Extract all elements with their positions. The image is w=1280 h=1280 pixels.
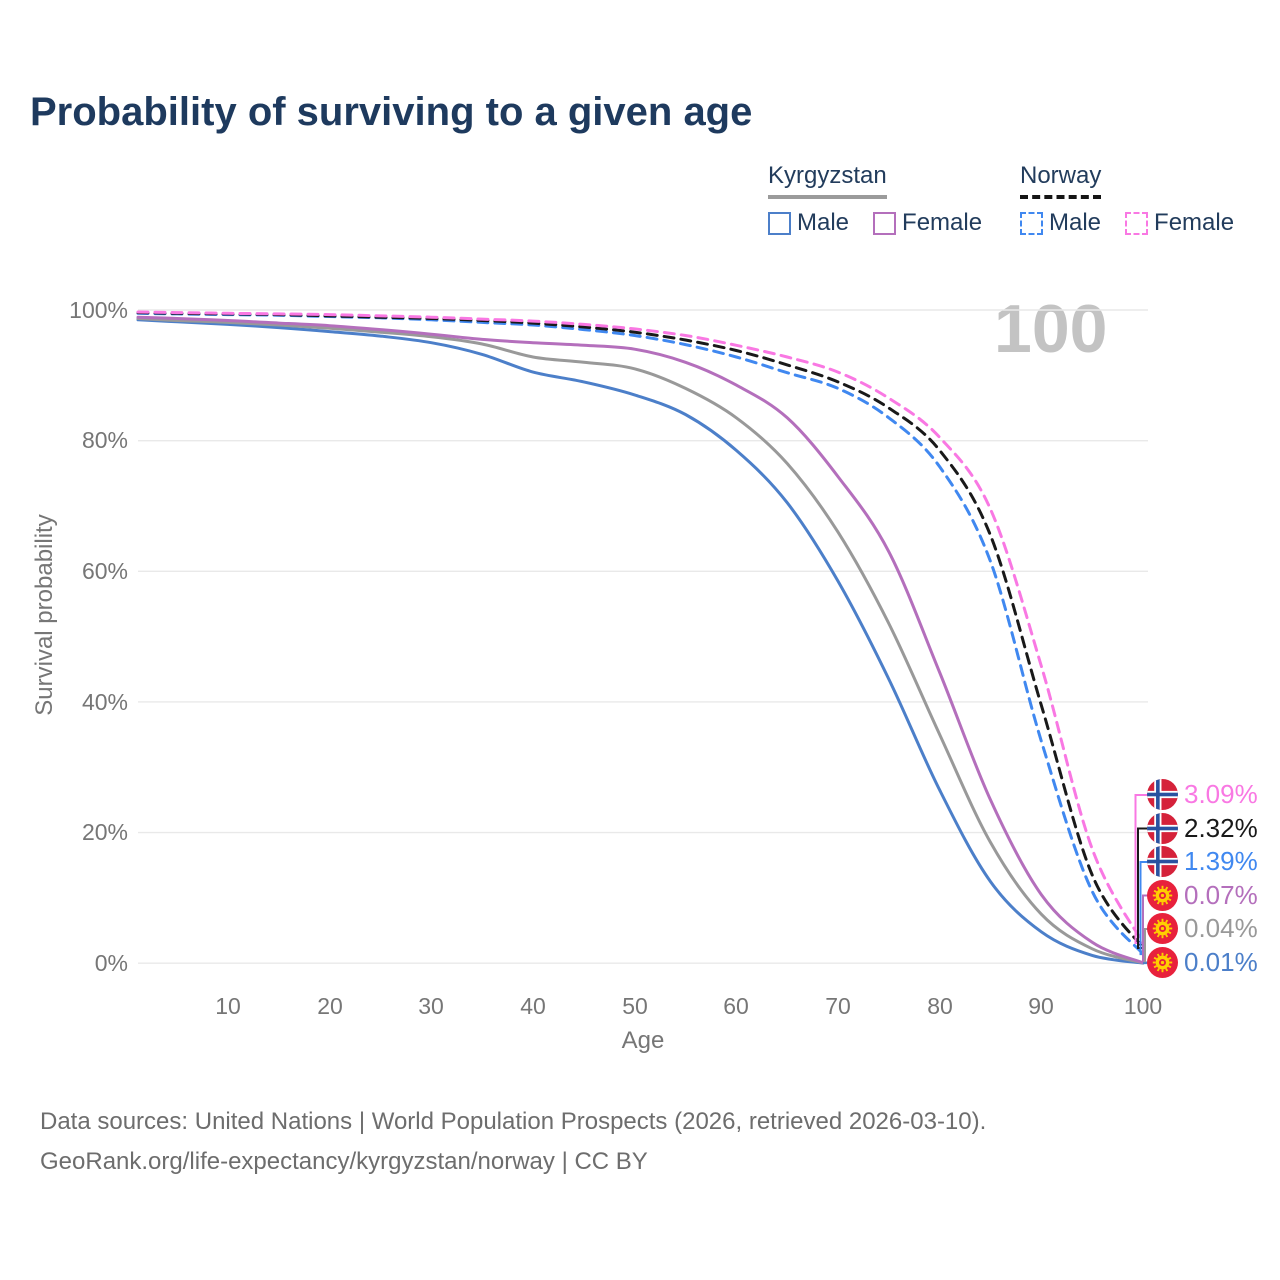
kyrgyzstan-female-swatch-icon: [873, 211, 897, 235]
curve-kyrgyzstan-female[interactable]: [136, 315, 1145, 965]
y-tick-80: 80%: [81, 427, 128, 453]
end-label-connector-norway-female: [1134, 794, 1151, 944]
norway-female-swatch-icon: [1125, 211, 1149, 235]
flag-kyrgyzstan-icon: [1147, 946, 1178, 978]
legend-item-label: Male: [797, 209, 850, 236]
end-label-value: 0.07%: [1184, 879, 1258, 910]
legend-item-kyrgyzstan-male[interactable]: Male: [768, 209, 849, 237]
x-tick-70: 70: [825, 993, 851, 1019]
legend-country-kyrgyzstan[interactable]: Kyrgyzstan: [768, 162, 887, 199]
footer-data-sources: Data sources: United Nations | World Pop…: [40, 1108, 987, 1135]
y-tick-60: 60%: [81, 558, 128, 584]
legend-item-kyrgyzstan-female[interactable]: Female: [873, 209, 982, 237]
end-label-value: 0.01%: [1184, 946, 1258, 977]
footer-attribution: GeoRank.org/life-expectancy/kyrgyzstan/n…: [40, 1148, 648, 1175]
end-label-kyrgyzstan-male: 0.01%: [1147, 946, 1258, 978]
end-label-value: 0.04%: [1184, 913, 1258, 943]
end-label-norway-both-sexes: 2.32%: [1147, 812, 1258, 844]
x-tick-40: 40: [520, 993, 546, 1019]
legend-item-label: Female: [1154, 209, 1235, 236]
x-tick-20: 20: [317, 993, 343, 1019]
x-tick-10: 10: [215, 993, 241, 1019]
end-label-kyrgyzstan-both-sexes: 0.04%: [1147, 913, 1258, 944]
flag-kyrgyzstan-icon: [1147, 913, 1178, 944]
curve-kyrgyzstan-male[interactable]: [136, 318, 1145, 965]
legend-item-norway-female[interactable]: Female: [1125, 209, 1234, 237]
curve-kyrgyzstan-both-sexes[interactable]: [136, 317, 1145, 965]
y-tick-100: 100%: [69, 297, 128, 323]
end-label-value: 2.32%: [1184, 812, 1258, 843]
y-axis-title: Survival probability: [31, 514, 58, 716]
kyrgyzstan-male-swatch-icon: [768, 211, 791, 235]
age-watermark: 100: [994, 291, 1108, 367]
x-tick-30: 30: [418, 993, 444, 1019]
x-tick-90: 90: [1028, 993, 1054, 1019]
end-label-norway-female: 3.09%: [1147, 779, 1258, 810]
flag-norway-icon: [1147, 812, 1178, 844]
x-axis-title: Age: [621, 1027, 665, 1054]
legend-item-label: Female: [902, 209, 983, 236]
flag-norway-icon: [1147, 846, 1178, 877]
y-tick-0: 0%: [94, 950, 128, 976]
end-label-kyrgyzstan-female: 0.07%: [1147, 879, 1258, 911]
end-label-value: 1.39%: [1184, 846, 1258, 876]
x-tick-60: 60: [723, 993, 749, 1019]
y-tick-20: 20%: [81, 819, 128, 845]
norway-male-swatch-icon: [1020, 211, 1043, 235]
end-label-value: 3.09%: [1184, 779, 1258, 809]
end-label-norway-male: 1.39%: [1147, 846, 1258, 877]
legend-group-norway: Norway Male Female: [1020, 162, 1234, 237]
page-title: Probability of surviving to a given age: [30, 90, 753, 134]
curve-norway-both-sexes[interactable]: [136, 311, 1145, 950]
flag-kyrgyzstan-icon: [1147, 879, 1178, 911]
y-tick-40: 40%: [81, 689, 128, 715]
flag-norway-icon: [1147, 779, 1178, 810]
legend-country-norway[interactable]: Norway: [1020, 162, 1102, 199]
curve-norway-female[interactable]: [136, 310, 1145, 945]
end-label-connector-norway-male: [1139, 861, 1151, 956]
legend-item-norway-male[interactable]: Male: [1020, 209, 1101, 237]
x-tick-100: 100: [1123, 993, 1163, 1019]
legend-group-kyrgyzstan: Kyrgyzstan Male Female: [768, 162, 982, 237]
x-tick-50: 50: [622, 993, 648, 1019]
legend-item-label: Male: [1049, 209, 1102, 236]
x-tick-80: 80: [927, 993, 953, 1019]
curve-norway-male[interactable]: [136, 311, 1145, 956]
